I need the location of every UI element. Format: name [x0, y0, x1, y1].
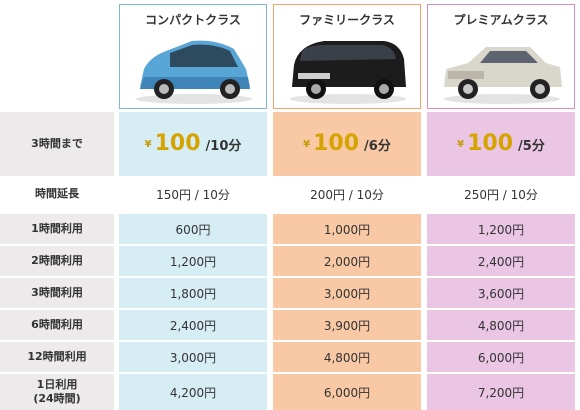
price-unit: /6分: [364, 138, 391, 154]
cell-compact: 1,200円: [119, 246, 267, 276]
row-label: 6時間利用: [0, 310, 114, 340]
cell-premium: 7,200円: [427, 374, 575, 410]
row-label: 1日利用 (24時間): [0, 374, 114, 410]
price-family: ¥ 100 /6分: [273, 112, 421, 176]
price-amount: 100: [313, 131, 360, 156]
compact-car-icon: [136, 40, 252, 104]
row-label: 時間延長: [35, 187, 79, 200]
cell-family: 3,000円: [273, 278, 421, 308]
price-unit: /10分: [205, 138, 242, 154]
class-header-family: ファミリークラス: [273, 4, 421, 109]
cell-compact: 2,400円: [119, 310, 267, 340]
row-label: 3時間利用: [0, 278, 114, 308]
cell-premium: 1,200円: [427, 214, 575, 244]
class-name: ファミリークラス: [299, 13, 395, 27]
minivan-icon: [290, 41, 406, 104]
cell-family: 200円 / 10分: [310, 187, 384, 202]
cell-compact: 1,800円: [119, 278, 267, 308]
row-3h: 3時間利用 1,800円 3,000円 3,600円: [0, 278, 580, 308]
price-compact: ¥ 100 /10分: [119, 112, 267, 176]
row-label: 2時間利用: [0, 246, 114, 276]
row-3h-max: 3時間まで ¥ 100 /10分 ¥ 100 /6分 ¥ 100 /5分: [0, 112, 580, 176]
row-1h: 1時間利用 600円 1,000円 1,200円: [0, 214, 580, 244]
row-1day: 1日利用 (24時間) 4,200円 6,000円 7,200円: [0, 374, 580, 410]
row-6h: 6時間利用 2,400円 3,900円 4,800円: [0, 310, 580, 340]
cell-premium: 3,600円: [427, 278, 575, 308]
row-label: 12時間利用: [0, 342, 114, 372]
price-amount: 100: [467, 131, 514, 156]
class-name: コンパクトクラス: [145, 13, 241, 27]
row-2h: 2時間利用 1,200円 2,000円 2,400円: [0, 246, 580, 276]
cell-family: 2,000円: [273, 246, 421, 276]
price-unit: /5分: [518, 138, 545, 154]
price-amount: 100: [154, 131, 201, 156]
cell-premium: 250円 / 10分: [464, 187, 538, 202]
price-premium: ¥ 100 /5分: [427, 112, 575, 176]
cell-premium: 4,800円: [427, 310, 575, 340]
cell-family: 4,800円: [273, 342, 421, 372]
sedan-icon: [444, 47, 562, 104]
cell-compact: 3,000円: [119, 342, 267, 372]
cell-compact: 600円: [119, 214, 267, 244]
cell-family: 6,000円: [273, 374, 421, 410]
row-extension: 時間延長 150円 / 10分 200円 / 10分 250円 / 10分: [0, 176, 580, 212]
cell-premium: 2,400円: [427, 246, 575, 276]
cell-compact: 4,200円: [119, 374, 267, 410]
cell-premium: 6,000円: [427, 342, 575, 372]
class-header-premium: プレミアムクラス: [427, 4, 575, 109]
cell-family: 1,000円: [273, 214, 421, 244]
cell-compact: 150円 / 10分: [156, 187, 230, 202]
row-label: 3時間まで: [0, 112, 114, 176]
row-label: 1時間利用: [0, 214, 114, 244]
class-name: プレミアムクラス: [453, 13, 549, 27]
class-header-compact: コンパクトクラス: [119, 4, 267, 109]
row-12h: 12時間利用 3,000円 4,800円 6,000円: [0, 342, 580, 372]
cell-family: 3,900円: [273, 310, 421, 340]
